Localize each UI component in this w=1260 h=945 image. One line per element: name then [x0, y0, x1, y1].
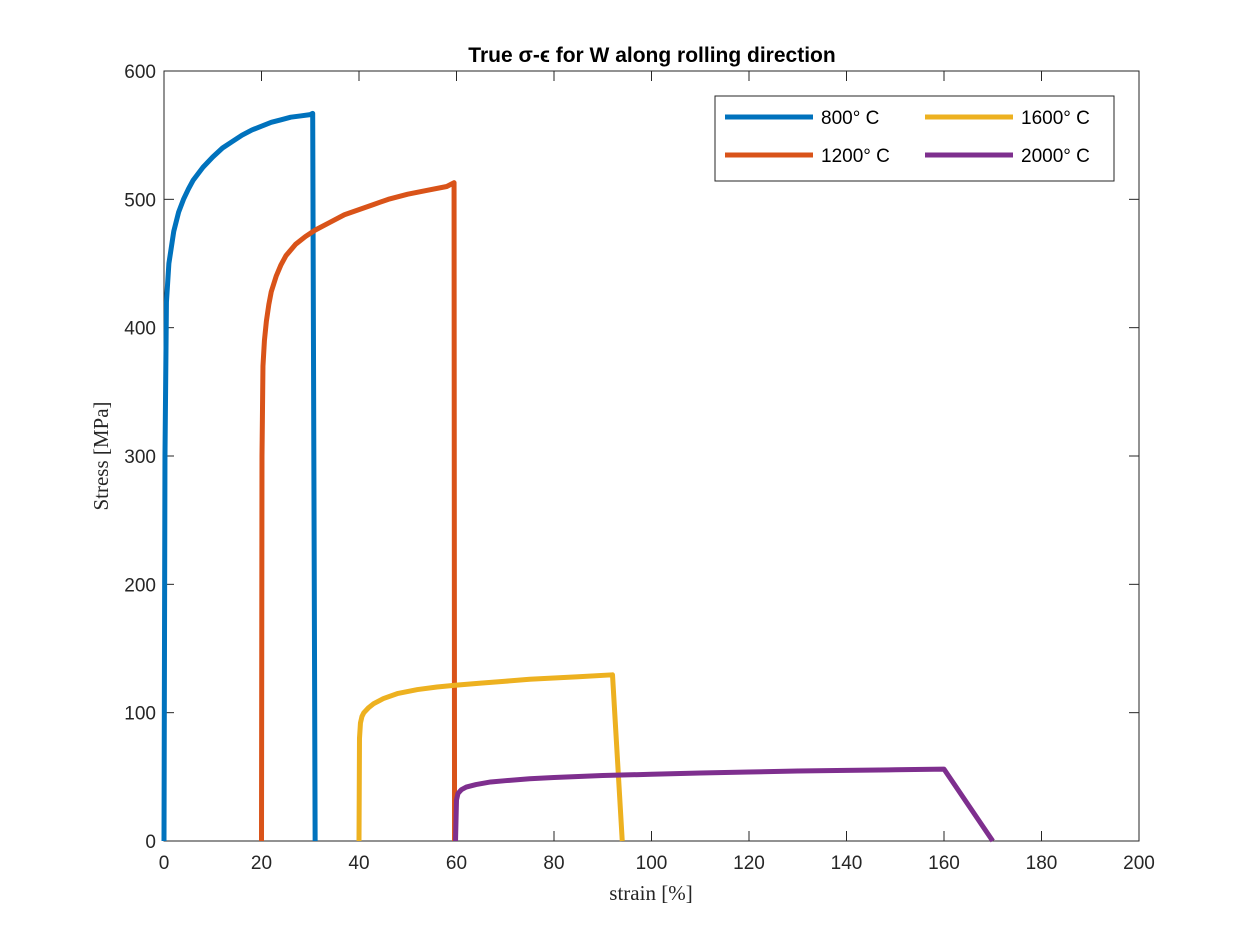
series-line-4: [453, 766, 995, 843]
y-tick-label: 100: [124, 704, 156, 725]
x-tick-label: 100: [636, 853, 668, 874]
series-line-2: [259, 180, 458, 842]
legend-box: [714, 95, 1115, 182]
x-tick-label: 180: [1026, 853, 1058, 874]
y-tick-label: 500: [124, 190, 156, 211]
x-tick-label: 60: [446, 853, 467, 874]
x-tick-label: 0: [159, 853, 170, 874]
y-tick-label: 400: [124, 319, 156, 340]
x-tick-label: 140: [831, 853, 863, 874]
plot-area: [163, 70, 1140, 842]
y-tick-label: 300: [124, 447, 156, 468]
x-tick-label: 80: [543, 853, 564, 874]
legend-label: 1200° C: [821, 146, 890, 167]
y-tick-label: 0: [145, 832, 156, 853]
y-axis-title: Stress [MPa]: [89, 401, 113, 510]
y-tick-label: 200: [124, 575, 156, 596]
x-axis-title: strain [%]: [609, 881, 692, 905]
series-line-3: [356, 672, 625, 842]
series-line-1: [161, 110, 318, 842]
legend-label: 1600° C: [1021, 108, 1090, 129]
y-tick-label: 600: [124, 62, 156, 83]
axis-ticks: 0 20 40 60 80 100 120 140 160 180 200 0 100 200 300 400…: [124, 62, 1155, 874]
x-tick-label: 120: [733, 853, 765, 874]
x-tick-label: 200: [1123, 853, 1155, 874]
series-layer: [161, 110, 995, 843]
legend: 800° C 1200° C 1600° C 2000° C: [714, 95, 1115, 182]
x-tick-label: 20: [251, 853, 272, 874]
x-tick-label: 160: [928, 853, 960, 874]
legend-label: 800° C: [821, 108, 879, 129]
legend-label: 2000° C: [1021, 146, 1090, 167]
x-tick-label: 40: [348, 853, 369, 874]
chart-title: True σ-ϵ for W along rolling direction: [468, 44, 835, 67]
